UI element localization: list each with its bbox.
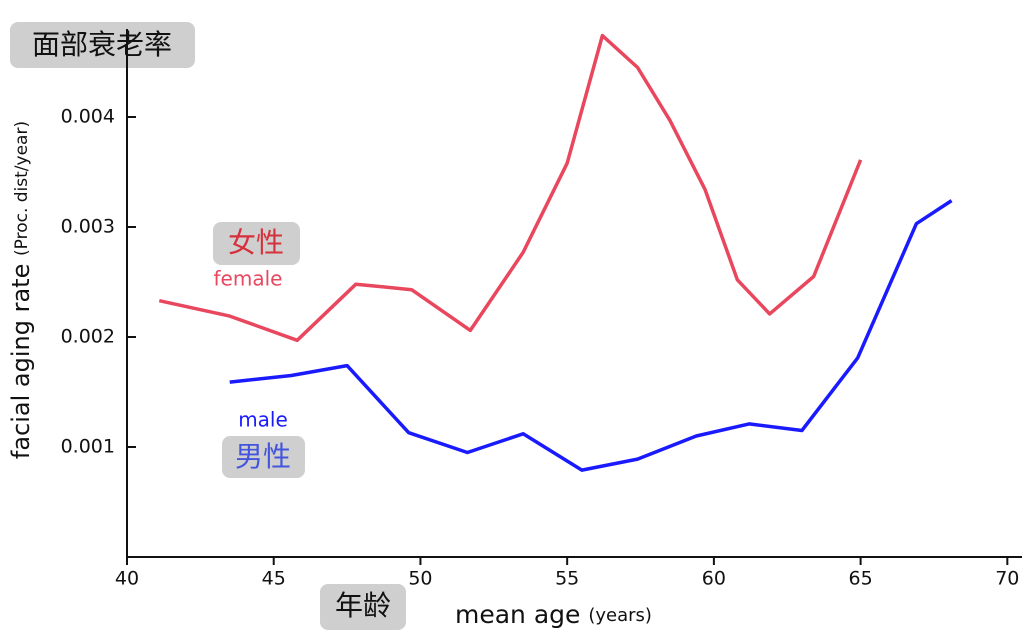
x-tick-label: 70 xyxy=(995,568,1019,590)
annotation: 女性 xyxy=(228,226,284,259)
x-label-box xyxy=(320,584,406,630)
y-label: facial aging rate xyxy=(7,264,35,459)
y-tick-label: 0.001 xyxy=(61,436,115,458)
x-tick-label: 60 xyxy=(702,568,726,590)
title-box xyxy=(10,22,195,68)
annotation-box xyxy=(213,222,300,265)
line-series xyxy=(229,199,953,472)
legend-label: female xyxy=(214,267,283,291)
x-tick-label: 45 xyxy=(262,568,286,590)
y-tick-label: 0.004 xyxy=(61,106,115,128)
x-axis-label: mean age (years) xyxy=(455,600,652,629)
y-label-unit: (Proc. dist/year) xyxy=(12,121,32,256)
chart-title: 面部衰老率 xyxy=(32,28,172,61)
annotation-box xyxy=(222,436,305,478)
x-label-unit: (years) xyxy=(588,605,652,626)
x-label: mean age xyxy=(455,600,580,629)
legend-label: male xyxy=(238,408,288,432)
y-tick-label: 0.002 xyxy=(61,326,115,348)
x-label-cn: 年龄 xyxy=(335,589,391,622)
annotation: 男性 xyxy=(235,440,291,473)
y-axis-label: facial aging rate (Proc. dist/year) xyxy=(7,121,35,459)
x-tick-label: 50 xyxy=(408,568,432,590)
x-tick-label: 65 xyxy=(849,568,873,590)
y-tick-label: 0.003 xyxy=(61,216,115,238)
x-tick-label: 40 xyxy=(115,568,139,590)
line-series xyxy=(158,33,863,343)
x-tick-label: 55 xyxy=(555,568,579,590)
